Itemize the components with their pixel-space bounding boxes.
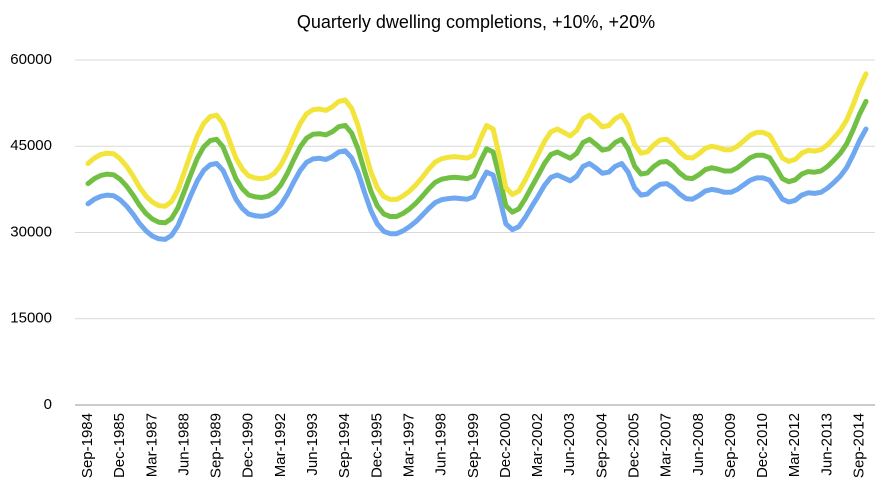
x-tick-label: Mar-1992 (272, 413, 289, 477)
x-tick-label: Mar-1997 (400, 413, 417, 477)
y-tick-label: 60000 (10, 51, 52, 68)
x-tick-label: Mar-2012 (786, 413, 803, 477)
data-line (85, 98, 869, 226)
x-tick-label: Sep-1994 (336, 413, 353, 478)
data-line (85, 71, 869, 209)
x-tick-label: Sep-2009 (722, 413, 739, 478)
chart-title: Quarterly dwelling completions, +10%, +2… (297, 12, 655, 32)
x-tick-label: Jun-2003 (561, 413, 578, 476)
x-tick-label: Dec-2010 (754, 413, 771, 478)
y-tick-label: 0 (44, 396, 52, 413)
x-tick-label: Jun-1998 (433, 413, 450, 476)
x-tick-label: Dec-2000 (497, 413, 514, 478)
x-tick-label: Sep-2004 (593, 413, 610, 478)
x-tick-label: Jun-1993 (304, 413, 321, 476)
y-tick-label: 15000 (10, 310, 52, 327)
x-tick-label: Sep-1984 (79, 413, 96, 478)
y-tick-label: 30000 (10, 223, 52, 240)
x-tick-label: Jun-1988 (175, 413, 192, 476)
x-tick-label: Sep-2014 (851, 413, 868, 478)
data-line (85, 126, 869, 242)
x-tick-label: Sep-1989 (208, 413, 225, 478)
x-tick-label: Dec-2005 (625, 413, 642, 478)
x-tick-label: Dec-1990 (240, 413, 257, 478)
y-tick-label: 45000 (10, 137, 52, 154)
x-tick-label: Mar-1987 (143, 413, 160, 477)
x-tick-label: Sep-1999 (465, 413, 482, 478)
x-tick-label: Mar-2002 (529, 413, 546, 477)
x-tick-label: Dec-1985 (111, 413, 128, 478)
x-tick-label: Jun-2008 (690, 413, 707, 476)
x-tick-label: Dec-1995 (368, 413, 385, 478)
x-tick-label: Mar-2007 (658, 413, 675, 477)
x-tick-label: Jun-2013 (818, 413, 835, 476)
